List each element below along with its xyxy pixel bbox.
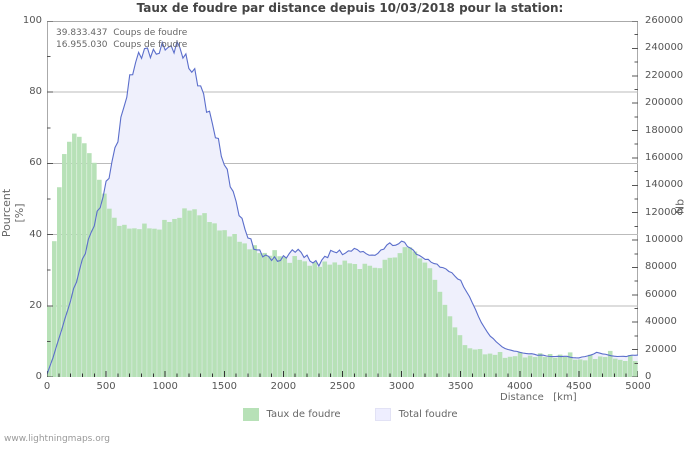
x-tick-5000: 5000 [625, 381, 651, 392]
y-right-tick-0: 0 [645, 371, 652, 382]
annotation-station-strokes: 16.955.030 Coups de foudre [56, 40, 188, 50]
y-left-tick-0: 0 [35, 371, 42, 382]
y-right-tick-260000: 260000 [645, 15, 684, 26]
y-axis-right-label: Nb [673, 198, 687, 215]
y-right-tick-180000: 180000 [645, 124, 684, 136]
x-axis-label: Distance [km] [500, 392, 577, 403]
x-tick-4500: 4500 [566, 381, 592, 392]
y-right-tick-80000: 80000 [645, 261, 677, 273]
footer-url: www.lightningmaps.org [4, 434, 110, 444]
x-tick-1500: 1500 [211, 381, 238, 392]
legend: Taux de foudre Total foudre [0, 408, 700, 421]
x-tick-4000: 4000 [507, 381, 533, 392]
y-right-tick-60000: 60000 [645, 288, 677, 300]
y-left-tick-20: 20 [29, 299, 42, 311]
annotation-total-strokes: 39.833.437 Coups de foudre [56, 28, 188, 38]
x-tick-3500: 3500 [447, 381, 474, 392]
x-tick-2500: 2500 [329, 381, 356, 392]
y-right-tick-160000: 160000 [645, 151, 684, 163]
y-right-tick-200000: 200000 [645, 97, 684, 109]
x-tick-0: 0 [43, 381, 51, 392]
x-tick-500: 500 [96, 381, 116, 392]
y-right-tick-140000: 140000 [645, 179, 684, 191]
y-left-tick-40: 40 [29, 228, 42, 240]
x-tick-3000: 3000 [388, 381, 415, 392]
y-right-tick-20000: 20000 [645, 343, 677, 355]
y-left-tick-100: 100 [22, 15, 42, 26]
plot-canvas [47, 21, 638, 377]
legend-label-taux: Taux de foudre [266, 409, 341, 420]
legend-swatch-total [374, 408, 391, 421]
y-left-tick-60: 60 [29, 157, 42, 169]
y-axis-left-label: Pourcent [%] [0, 188, 26, 238]
legend-item-total[interactable]: Total foudre [374, 408, 458, 421]
y-right-tick-100000: 100000 [645, 234, 684, 246]
legend-swatch-taux [242, 408, 259, 421]
x-tick-2000: 2000 [270, 381, 297, 392]
page-title: Taux de foudre par distance depuis 10/03… [136, 1, 564, 15]
legend-item-taux[interactable]: Taux de foudre [242, 408, 341, 421]
y-right-tick-120000: 120000 [645, 206, 684, 218]
y-right-tick-240000: 240000 [645, 42, 684, 54]
y-right-tick-40000: 40000 [645, 316, 677, 328]
y-left-tick-80: 80 [29, 86, 42, 98]
legend-label-total: Total foudre [398, 409, 458, 420]
y-right-tick-220000: 220000 [645, 69, 684, 81]
x-tick-1000: 1000 [152, 381, 178, 392]
